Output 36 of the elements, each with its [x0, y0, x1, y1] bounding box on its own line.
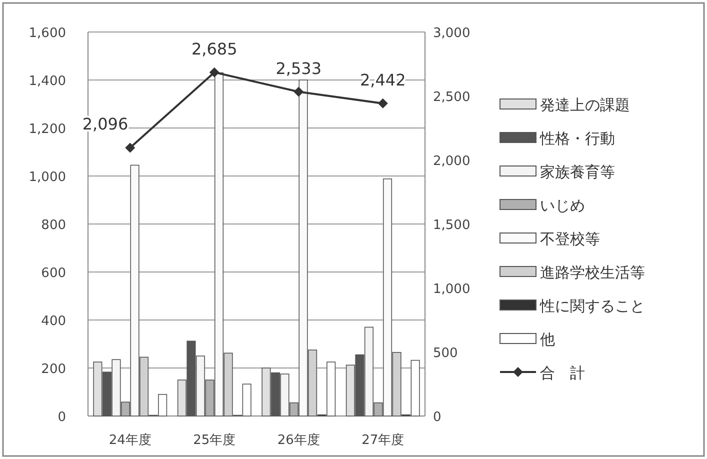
y-tick-label: 0 — [58, 410, 66, 425]
point — [125, 142, 136, 153]
y2-tick-label: 500 — [433, 346, 458, 361]
y2-tick-label: 2,500 — [433, 90, 470, 105]
x-tick-label: 25年度 — [193, 432, 236, 448]
point — [294, 86, 304, 97]
y2-tick-label: 0 — [433, 410, 442, 425]
x-tick-label: 24年度 — [108, 432, 152, 448]
data-label: 2,533 — [276, 58, 322, 78]
y-tick-label: 1,400 — [28, 74, 66, 89]
legend-label: いじめ — [540, 196, 585, 214]
y2-tick-label: 3,000 — [433, 26, 470, 41]
y2-tick-label: 1,000 — [433, 282, 470, 297]
legend-label: 合 計 — [540, 364, 585, 382]
y2-tick-label: 2,000 — [433, 154, 470, 169]
y-tick-label: 200 — [41, 362, 66, 377]
x-tick-label: 26年度 — [277, 432, 320, 448]
y-tick-label: 400 — [41, 314, 66, 329]
point — [378, 98, 388, 108]
y2-tick-label: 1,500 — [433, 218, 470, 233]
y-tick-label: 1,000 — [28, 170, 66, 185]
y-tick-label: 1,600 — [28, 26, 66, 41]
x-tick-label: 27年度 — [362, 432, 404, 448]
point — [209, 67, 220, 78]
data-label: 2,685 — [191, 39, 238, 58]
y-tick-label: 1,200 — [28, 122, 66, 137]
y-tick-label: 600 — [41, 266, 66, 281]
legend-label: 進路学校生活等 — [540, 264, 645, 282]
legend-label: 性に関すること — [539, 297, 645, 315]
y-tick-label: 800 — [41, 218, 66, 233]
data-label: 2,442 — [360, 70, 406, 90]
legend-label: 性格・行動 — [539, 130, 615, 148]
legend-label: 不登校等 — [540, 230, 600, 248]
legend-label: 発達上の課題 — [540, 96, 630, 114]
legend-label: 他 — [540, 330, 555, 348]
legend-label: 家族養育等 — [540, 163, 615, 181]
